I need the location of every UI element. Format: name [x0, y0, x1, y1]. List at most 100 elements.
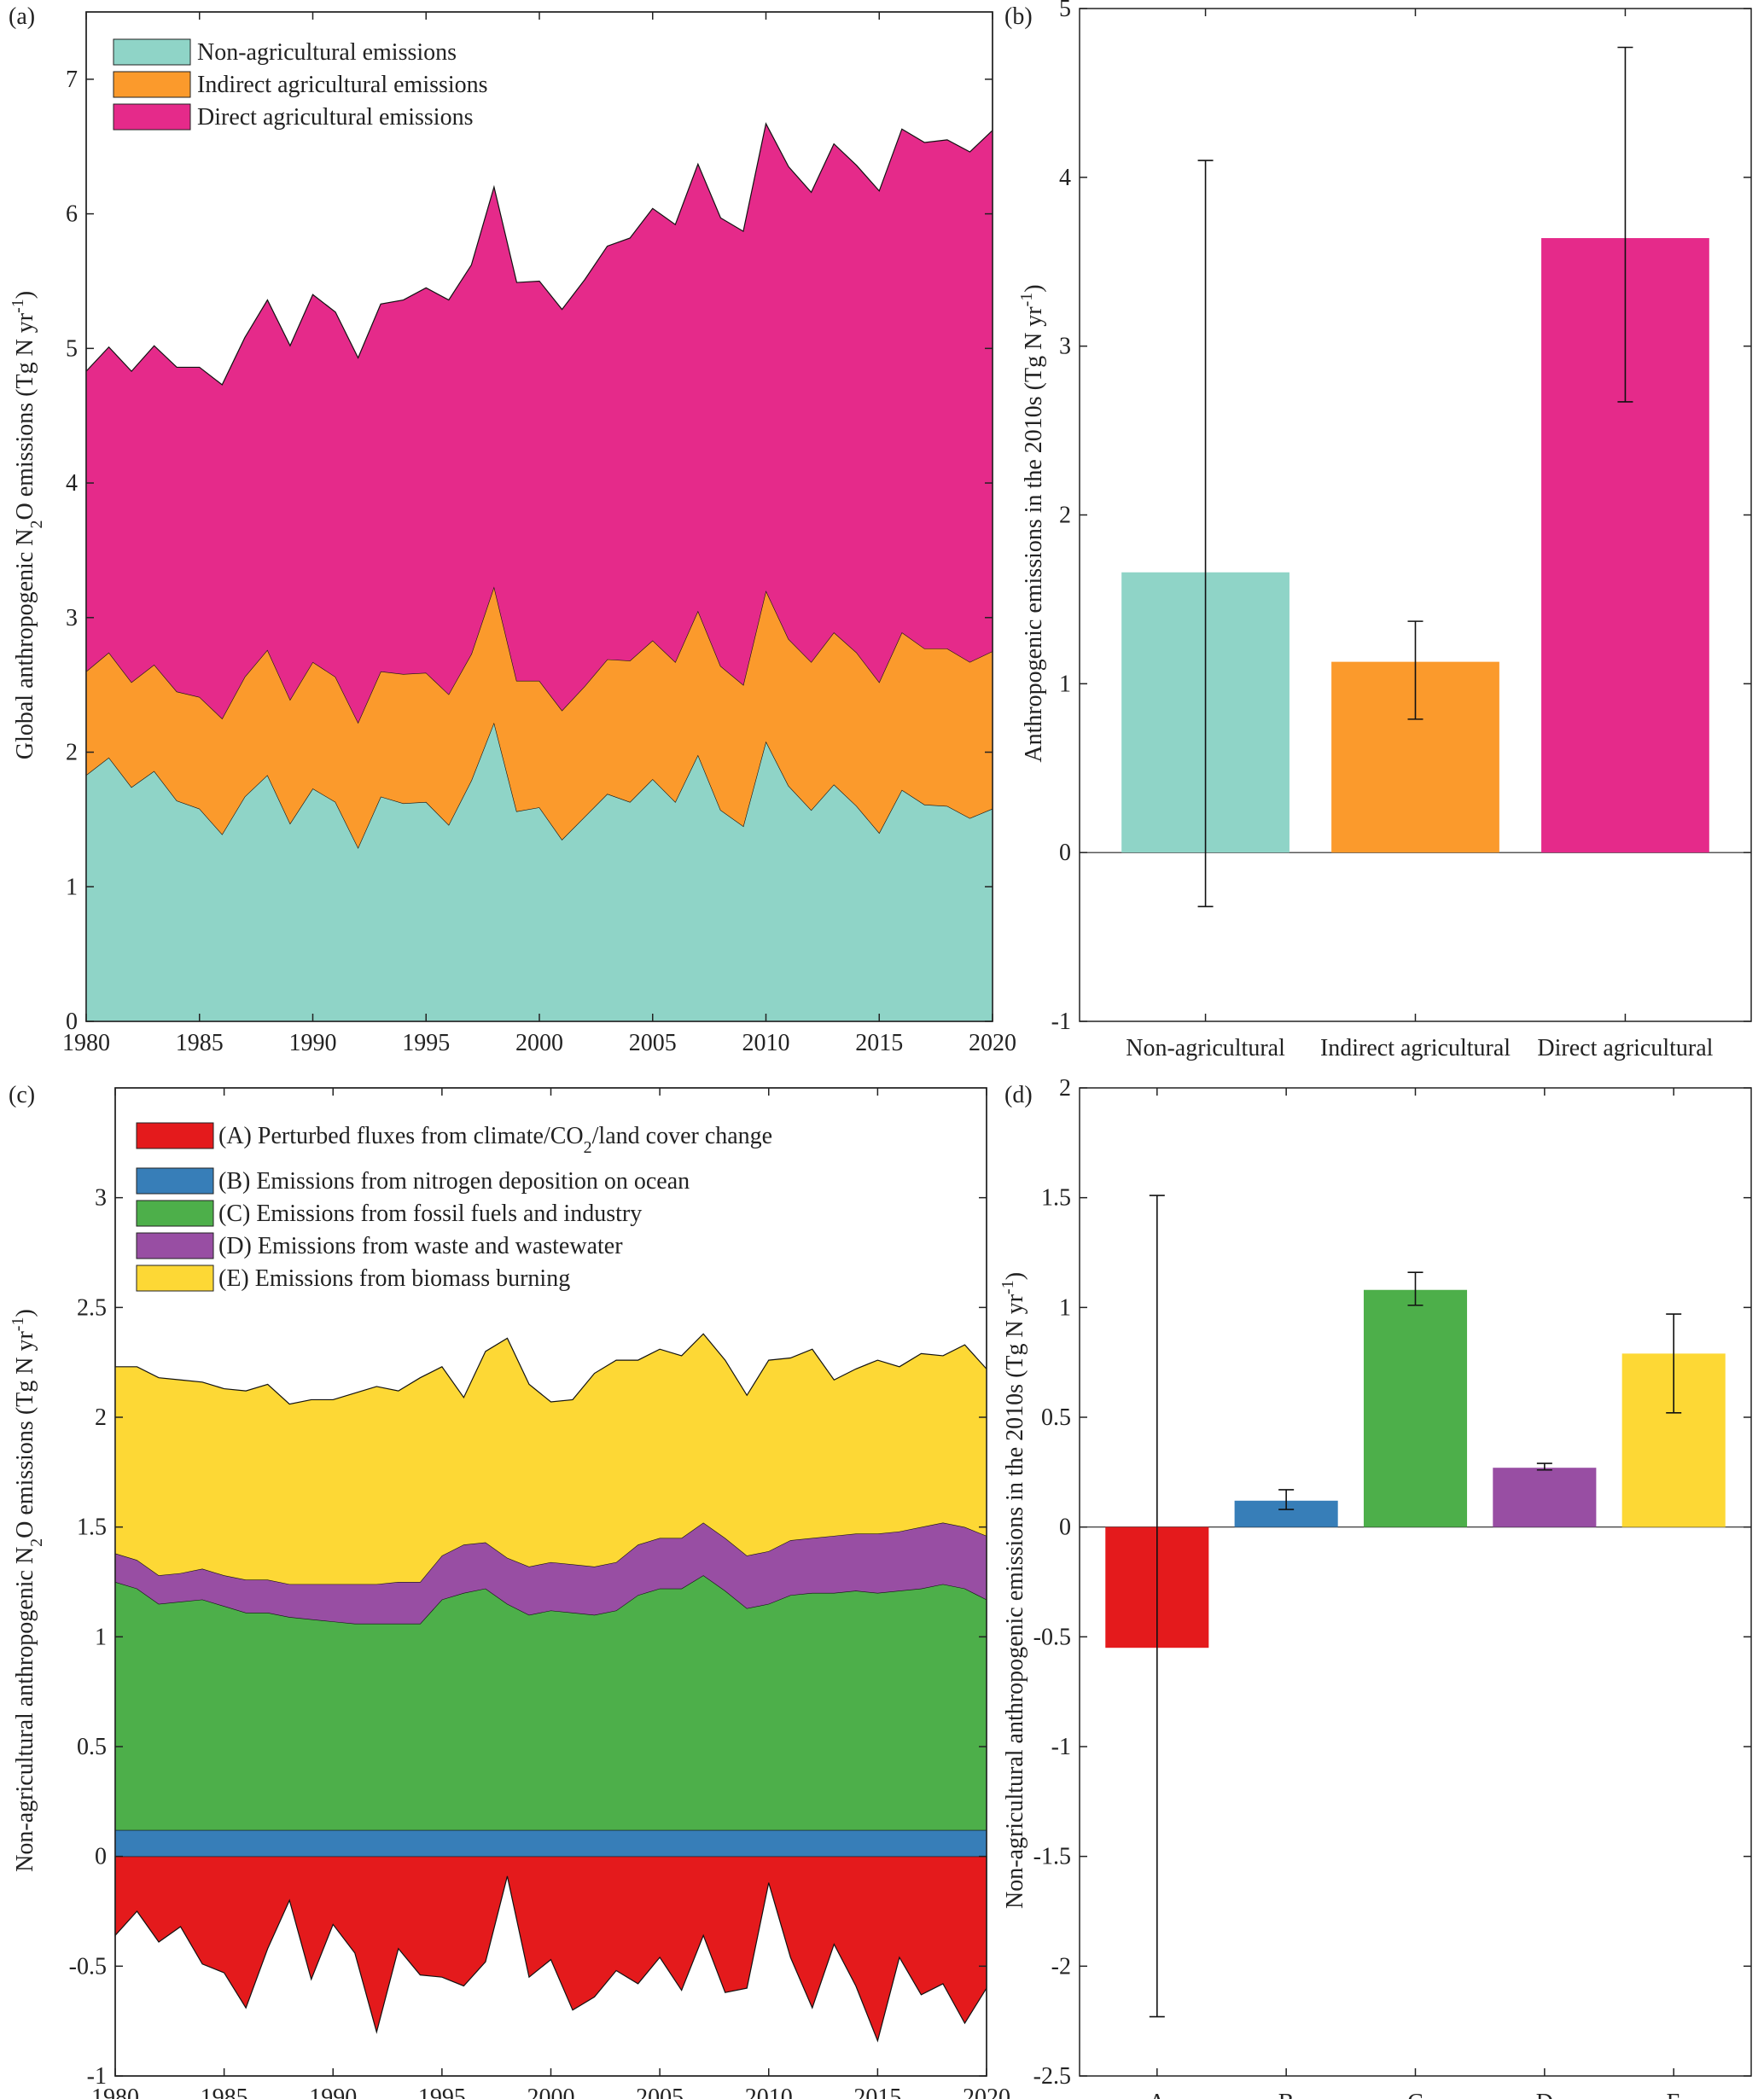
panel-b-ylabel-sup: -1	[1017, 293, 1036, 307]
panel-c-xtick-label: 1990	[309, 2084, 357, 2099]
panel-b-ylabel-part: Anthropogenic emissions in the 2010s (Tg…	[1021, 306, 1047, 763]
panel-b-ytick-label: 1	[1059, 671, 1071, 697]
panel-c-xtick-label: 2005	[636, 2084, 684, 2099]
panel-b-ytick-label: 4	[1059, 165, 1071, 191]
panel-a-area-indirect-agricultural	[86, 586, 993, 848]
panel-b-ytick-label: 2	[1059, 503, 1071, 529]
panel-a-area-direct-agricultural	[86, 123, 993, 723]
panel-c-legend-text: (B) Emissions from nitrogen deposition o…	[218, 1168, 690, 1195]
panel-c-ylabel-part: Non-agricultural anthropogenic N	[12, 1547, 38, 1872]
panel-b-ylabel: Anthropogenic emissions in the 2010s (Tg…	[1017, 284, 1047, 762]
panel-c-xtick-label: 1985	[201, 2084, 248, 2099]
panel-c-ytick-label: 3	[95, 1185, 107, 1212]
panel-a-legend-swatch	[113, 38, 191, 66]
panel-c-xtick-label: 1995	[418, 2084, 466, 2099]
panel-a-ylabel-sub: 2	[27, 520, 46, 529]
panel-d-ytick-label: 0	[1059, 1515, 1071, 1541]
panel-c-ytick-label: 0.5	[77, 1734, 107, 1760]
panel-a-ylabel: Global anthropogenic N2O emissions (Tg N…	[9, 291, 46, 759]
panel-d-category-label: C	[1407, 2090, 1423, 2099]
panel-c-legend-label: (A) Perturbed fluxes from climate/CO2/la…	[218, 1123, 772, 1157]
panel-d-ytick-label: 1	[1059, 1294, 1071, 1321]
panel-c-legend-swatch	[136, 1200, 214, 1227]
panel-c-ylabel: Non-agricultural anthropogenic N2O emiss…	[9, 1309, 46, 1872]
panel-c-legend-text: (C) Emissions from fossil fuels and indu…	[218, 1201, 642, 1227]
panel-c-area-edge	[115, 1333, 987, 1405]
panel-d-ytick-label: -2	[1051, 1953, 1071, 1980]
panel-c-area-e	[115, 1334, 987, 1584]
panel-c-ylabel-part: O emissions (Tg N yr	[12, 1331, 38, 1538]
panel-c-ytick-label: -1	[87, 2063, 107, 2090]
panel-a-ylabel-part: O emissions (Tg N yr	[12, 312, 38, 520]
panel-d-ylabel-part: Non-agricultural anthropogenic emissions…	[1002, 1294, 1028, 1909]
panel-d-category-label: D	[1536, 2090, 1553, 2099]
panel-c-xtick-label: 2020	[963, 2084, 1010, 2099]
panel-a-ytick-label: 1	[66, 874, 78, 900]
panel-c-legend-label: (D) Emissions from waste and wastewater	[218, 1233, 623, 1259]
panel-c-legend-text: (D) Emissions from waste and wastewater	[218, 1233, 623, 1259]
panel-a-ytick-label: 4	[66, 470, 78, 497]
panel-a-xtick-label: 2015	[855, 1030, 903, 1056]
panel-c-legend-swatch	[136, 1167, 214, 1195]
panel-b-ytick-label: -1	[1051, 1009, 1071, 1035]
panel-c-ytick-label: 2	[95, 1404, 107, 1431]
panel-c-legend-text: (E) Emissions from biomass burning	[218, 1265, 570, 1292]
panel-a-xtick-label: 1995	[402, 1030, 450, 1056]
panel-b-bar-chart: Non-agricultural Indirect agricultural Dir…	[1004, 0, 1752, 1061]
panel-d-ytick-label: -2.5	[1033, 2063, 1071, 2090]
panel-a-xtick-label: 2010	[742, 1030, 790, 1056]
panel-c-legend-label: (B) Emissions from nitrogen deposition o…	[218, 1168, 690, 1195]
panel-a-xtick-label: 1980	[62, 1030, 110, 1056]
panel-b-category-label: Direct agricultural	[1537, 1035, 1713, 1061]
panel-c-ytick-label: -0.5	[69, 1953, 107, 1980]
panel-a-legend-label: Indirect agricultural emissions	[197, 72, 488, 98]
panel-c-ytick-label: 1	[95, 1624, 107, 1650]
panel-a-ytick-label: 3	[66, 605, 78, 631]
panel-a-stacked-area-chart: 1980 1985 1990 1995 2000 2005 2010 2015 2020 0 1 2 3…	[9, 3, 1016, 1056]
panel-a-area-edge	[85, 584, 993, 724]
panel-d-ytick-label: 0.5	[1041, 1404, 1071, 1431]
panel-c-legend-swatch	[136, 1122, 214, 1149]
panel-a-ytick-label: 5	[66, 335, 78, 362]
panel-c-stacked-area-chart: 1980 1985 1990 1995 2000 2005 2010 2015 2020 -1 -0…	[9, 1082, 1010, 2099]
panel-d-label: (d)	[1004, 1082, 1033, 1108]
panel-c-legend-swatch	[136, 1265, 214, 1292]
panel-a-xtick-label: 2005	[629, 1030, 677, 1056]
panel-a-xtick-label: 1990	[289, 1030, 337, 1056]
panel-c-xtick-label: 2015	[853, 2084, 901, 2099]
panel-a-xtick-label: 2020	[969, 1030, 1016, 1056]
panel-c-legend-label: (E) Emissions from biomass burning	[218, 1265, 570, 1292]
panel-d-category-label: B	[1278, 2090, 1295, 2099]
panel-d-ytick-label: -1.5	[1033, 1844, 1071, 1870]
panel-a-xtick-label: 1985	[176, 1030, 224, 1056]
panel-d-ytick-label: -1	[1051, 1734, 1071, 1760]
panel-c-legend-sub: 2	[584, 1138, 592, 1157]
panel-c-xtick-label: 2010	[745, 2084, 793, 2099]
panel-a-ylabel-part: Global anthropogenic N	[12, 529, 38, 760]
panel-a-ytick-label: 0	[66, 1009, 78, 1035]
panel-c-area-a	[114, 1856, 987, 2043]
panel-c-legend-swatch	[136, 1232, 214, 1259]
panel-a-legend-text: Indirect agricultural emissions	[197, 72, 488, 98]
panel-d-ylabel-sup: -1	[998, 1280, 1017, 1294]
panel-c-legend-text: (A) Perturbed fluxes from climate/CO	[218, 1123, 584, 1149]
panel-b-category-label: Indirect agricultural	[1320, 1035, 1511, 1061]
panel-c-ytick-label: 1.5	[77, 1515, 107, 1541]
panel-b-ylabel-part: )	[1021, 284, 1047, 292]
panel-a-legend-label: Non-agricultural emissions	[197, 39, 457, 66]
panel-a-area-edge	[85, 122, 993, 386]
panel-a-area-non-agricultural	[86, 722, 993, 1021]
panel-c-xtick-label: 1980	[91, 2084, 139, 2099]
panel-c-ylabel-sup: -1	[9, 1317, 27, 1332]
panel-d-bar-c	[1363, 1289, 1468, 1527]
panel-d-category-label: A	[1149, 2090, 1167, 2099]
panel-b-category-label: Non-agricultural	[1126, 1035, 1285, 1061]
panel-d-bar-chart: A B C D E -2.5 -2 -1.5 -1 -0.5 0 0.5 1 1.5 2 (d) Non-agr…	[998, 1075, 1752, 2099]
panel-b-label: (b)	[1004, 3, 1033, 30]
panel-a-ylabel-part: )	[12, 291, 38, 299]
panel-b-ytick-label: 5	[1059, 0, 1071, 22]
panel-a-ytick-label: 6	[66, 201, 78, 228]
panel-c-legend-text: /land cover change	[592, 1123, 772, 1149]
panel-d-category-label: E	[1667, 2090, 1681, 2099]
